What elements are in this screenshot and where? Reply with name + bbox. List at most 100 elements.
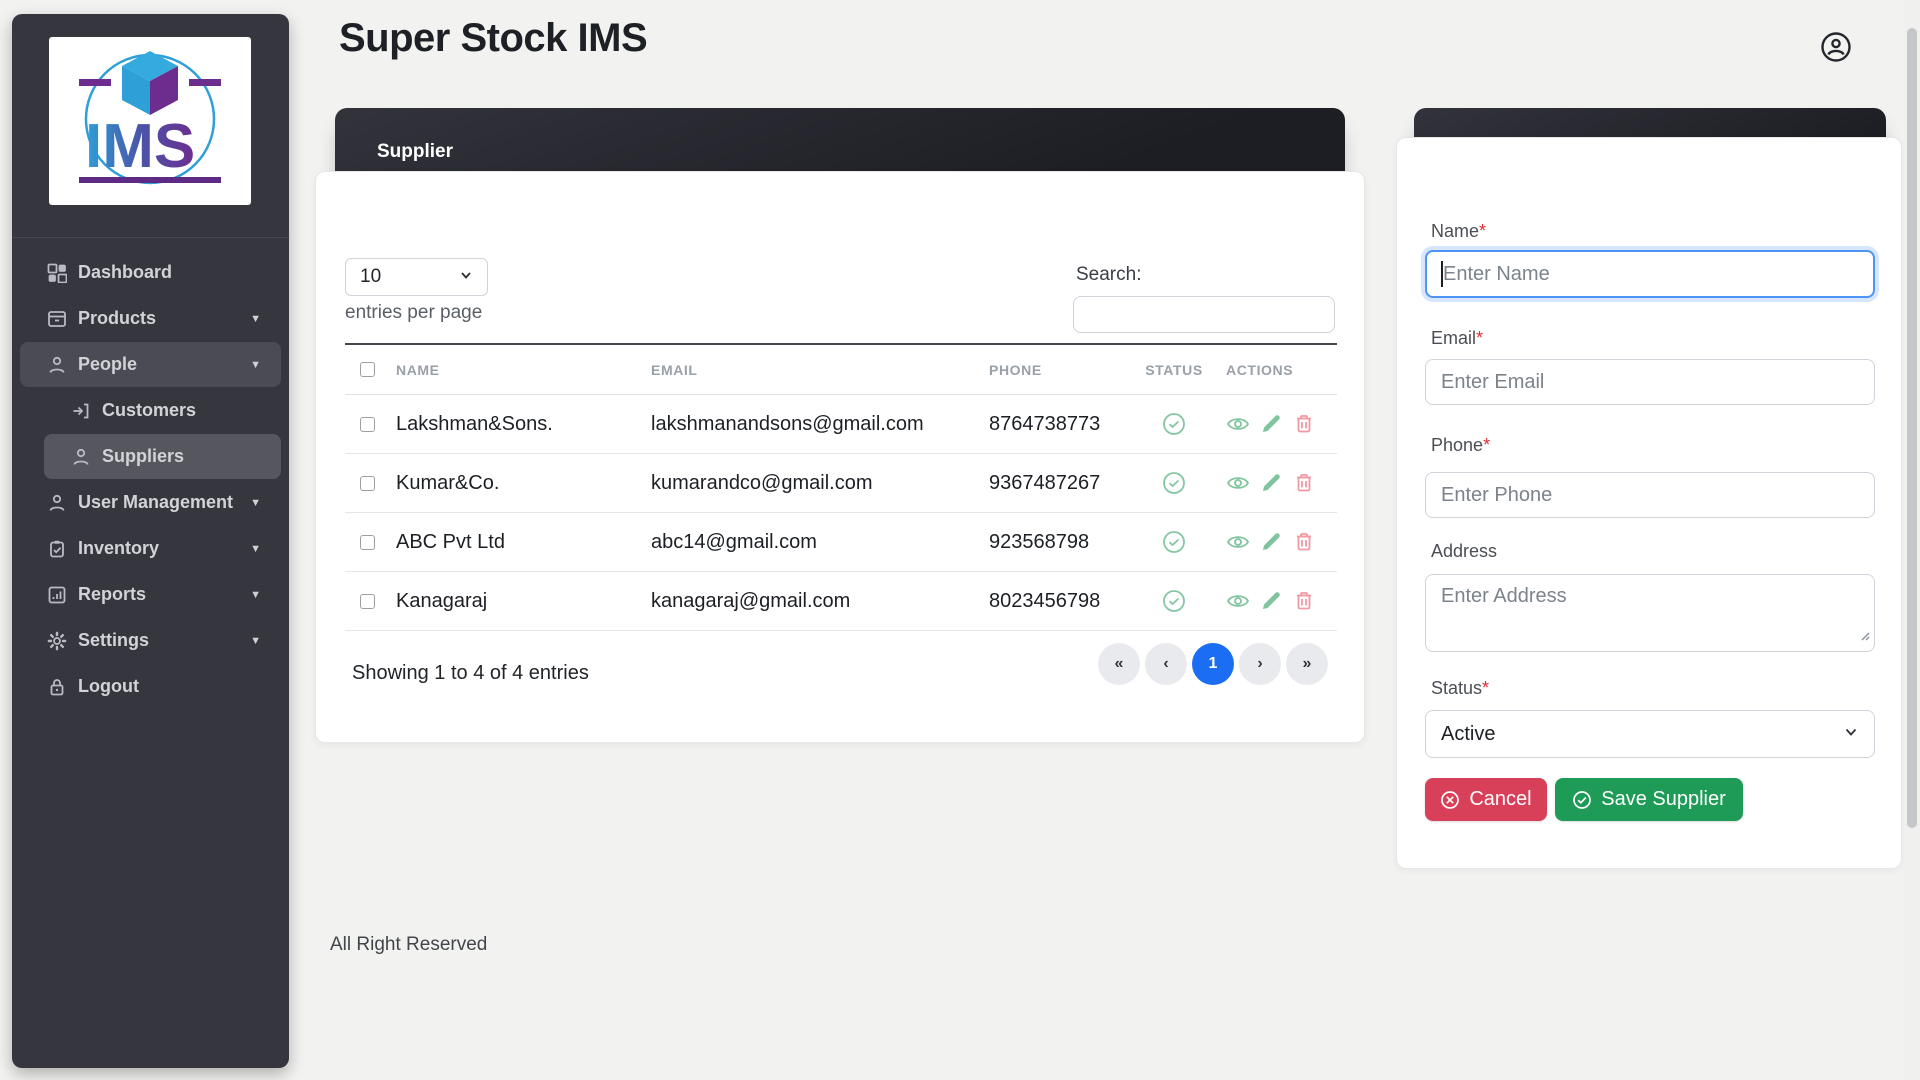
save-button-label: Save Supplier	[1601, 788, 1726, 810]
sidebar-item-logout[interactable]: Logout	[20, 664, 281, 709]
row-checkbox[interactable]	[360, 416, 375, 432]
view-icon[interactable]	[1226, 589, 1250, 613]
sidebar-item-label: Settings	[78, 630, 150, 650]
address-label: Address	[1431, 541, 1498, 561]
add-supplier-form: Name* Enter Name Email* Phone* Address E…	[1396, 137, 1902, 869]
supplier-name: Kanagaraj	[396, 589, 488, 612]
page-title: Super Stock IMS	[339, 16, 648, 60]
table-row: Kumar&Co. kumarandco@gmail.com 936748726…	[345, 454, 1337, 513]
supplier-name: Lakshman&Sons.	[396, 412, 553, 435]
sidebar-item-label: Suppliers	[102, 446, 185, 466]
app-logo: IMS	[49, 37, 251, 205]
sidebar-item-label: Logout	[78, 676, 139, 696]
search-input[interactable]	[1073, 296, 1335, 333]
sidebar-divider	[12, 237, 289, 238]
caret-down-icon: ▼	[250, 312, 261, 325]
required-asterisk: *	[1483, 435, 1491, 455]
caret-down-icon: ▼	[250, 542, 261, 555]
pagination-first-button[interactable]: «	[1098, 643, 1140, 685]
row-checkbox[interactable]	[360, 475, 375, 491]
footer-text: All Right Reserved	[330, 934, 488, 955]
sidebar: IMS Dashboard	[12, 14, 289, 1068]
supplier-phone: 8764738773	[989, 412, 1101, 435]
supplier-phone: 9367487267	[989, 471, 1101, 494]
edit-icon[interactable]	[1259, 412, 1283, 436]
supplier-email: abc14@gmail.com	[651, 530, 817, 553]
delete-icon[interactable]	[1292, 530, 1316, 554]
status-active-icon	[1162, 412, 1186, 436]
email-input[interactable]	[1425, 359, 1875, 405]
scrollbar-track[interactable]	[1904, 0, 1920, 1080]
scrollbar-thumb[interactable]	[1907, 28, 1917, 828]
status-active-icon	[1162, 589, 1186, 613]
column-header-phone: PHONE	[989, 361, 1042, 378]
select-all-checkbox[interactable]	[360, 362, 375, 377]
supplier-email: kumarandco@gmail.com	[651, 471, 873, 494]
box-icon	[46, 308, 68, 330]
caret-down-icon: ▼	[250, 634, 261, 647]
delete-icon[interactable]	[1292, 471, 1316, 495]
table-header-row: NAME EMAIL PHONE STATUS ACTIONS	[345, 343, 1337, 395]
entries-per-page-select[interactable]: 10	[345, 258, 488, 296]
edit-icon[interactable]	[1259, 530, 1283, 554]
sidebar-item-label: Dashboard	[78, 262, 173, 282]
address-textarea[interactable]: Enter Address	[1425, 574, 1875, 652]
person-icon	[46, 492, 68, 514]
column-header-name: NAME	[396, 361, 440, 378]
supplier-panel-title: Supplier	[377, 141, 454, 162]
view-icon[interactable]	[1226, 471, 1250, 495]
required-asterisk: *	[1479, 221, 1487, 241]
lock-icon	[46, 676, 68, 698]
cancel-button[interactable]: Cancel	[1425, 778, 1547, 821]
chevron-down-icon	[1843, 723, 1859, 746]
edit-icon[interactable]	[1259, 589, 1283, 613]
sidebar-item-products[interactable]: Products ▼	[20, 296, 281, 341]
column-header-status: STATUS	[1145, 361, 1203, 378]
sidebar-item-inventory[interactable]: Inventory ▼	[20, 526, 281, 571]
pagination-last-button[interactable]: »	[1286, 643, 1328, 685]
row-checkbox[interactable]	[360, 593, 375, 609]
user-profile-icon[interactable]	[1819, 30, 1853, 64]
status-select-value: Active	[1441, 722, 1496, 745]
view-icon[interactable]	[1226, 412, 1250, 436]
sidebar-item-dashboard[interactable]: Dashboard	[20, 250, 281, 295]
entries-per-page-label: entries per page	[345, 302, 483, 323]
edit-icon[interactable]	[1259, 471, 1283, 495]
sidebar-item-reports[interactable]: Reports ▼	[20, 572, 281, 617]
phone-input[interactable]	[1425, 472, 1875, 518]
pagination-page-1-button[interactable]: 1	[1192, 643, 1234, 685]
pagination-next-button[interactable]: ›	[1239, 643, 1281, 685]
row-checkbox[interactable]	[360, 534, 375, 550]
supplier-phone: 923568798	[989, 530, 1090, 553]
cancel-button-label: Cancel	[1469, 788, 1532, 810]
sidebar-item-suppliers[interactable]: Suppliers	[44, 434, 281, 479]
caret-down-icon: ▼	[250, 358, 261, 371]
pagination-prev-button[interactable]: ‹	[1145, 643, 1187, 685]
view-icon[interactable]	[1226, 530, 1250, 554]
delete-icon[interactable]	[1292, 412, 1316, 436]
sidebar-item-settings[interactable]: Settings ▼	[20, 618, 281, 663]
clipboard-check-icon	[46, 538, 68, 560]
chevron-down-icon	[459, 266, 473, 288]
name-input[interactable]: Enter Name	[1425, 250, 1875, 298]
status-select[interactable]: Active	[1425, 710, 1875, 758]
person-icon	[46, 354, 68, 376]
sidebar-item-people[interactable]: People ▼	[20, 342, 281, 387]
sidebar-item-customers[interactable]: Customers	[44, 388, 281, 433]
save-supplier-button[interactable]: Save Supplier	[1555, 778, 1743, 821]
address-placeholder: Enter Address	[1441, 585, 1567, 607]
required-asterisk: *	[1482, 678, 1490, 698]
resize-grip-icon[interactable]	[1860, 624, 1870, 647]
table-summary: Showing 1 to 4 of 4 entries	[352, 662, 589, 684]
supplier-name: Kumar&Co.	[396, 471, 500, 494]
sidebar-nav: Dashboard Products ▼ People ▼	[12, 250, 289, 710]
circle-x-icon	[1441, 790, 1460, 809]
sidebar-item-label: Reports	[78, 584, 147, 604]
delete-icon[interactable]	[1292, 589, 1316, 613]
enter-icon	[70, 400, 92, 422]
status-active-icon	[1162, 530, 1186, 554]
sidebar-item-user-management[interactable]: User Management ▼	[20, 480, 281, 525]
circle-check-icon	[1573, 790, 1592, 809]
supplier-table: NAME EMAIL PHONE STATUS ACTIONS Lakshman…	[345, 343, 1337, 631]
